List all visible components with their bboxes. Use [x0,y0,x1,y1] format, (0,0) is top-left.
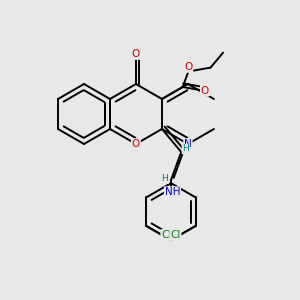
Text: H: H [162,174,168,183]
Text: O: O [132,139,140,149]
Text: Cl: Cl [161,230,172,240]
Text: O: O [132,49,140,59]
Text: N: N [184,139,192,149]
Text: O: O [201,85,209,96]
Text: NH: NH [165,187,180,197]
Text: Cl: Cl [170,230,181,240]
Text: O: O [184,62,193,72]
Text: H: H [182,145,189,154]
